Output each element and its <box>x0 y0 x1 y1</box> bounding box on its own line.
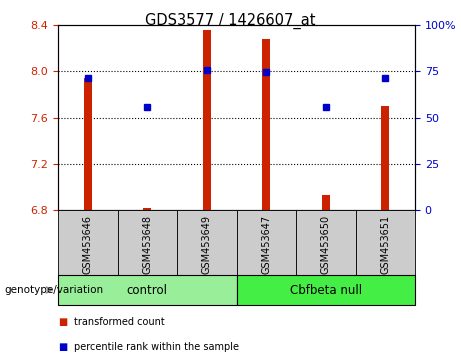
Text: ■: ■ <box>58 342 67 352</box>
Text: ■: ■ <box>58 317 67 327</box>
Text: GSM453647: GSM453647 <box>261 215 271 274</box>
Text: genotype/variation: genotype/variation <box>5 285 104 295</box>
Bar <box>355 210 415 275</box>
Bar <box>143 208 151 210</box>
Bar <box>381 106 389 210</box>
Bar <box>236 210 296 275</box>
Bar <box>58 210 118 275</box>
Bar <box>84 78 92 210</box>
Text: GSM453650: GSM453650 <box>321 215 331 274</box>
Bar <box>262 39 270 210</box>
Bar <box>118 210 177 275</box>
Text: transformed count: transformed count <box>74 317 165 327</box>
Bar <box>296 210 355 275</box>
Bar <box>58 275 236 305</box>
Text: GSM453646: GSM453646 <box>83 215 93 274</box>
Bar <box>203 30 211 210</box>
Text: Cbfbeta null: Cbfbeta null <box>290 284 362 297</box>
Text: GDS3577 / 1426607_at: GDS3577 / 1426607_at <box>145 12 316 29</box>
Bar <box>322 195 330 210</box>
Text: GSM453651: GSM453651 <box>380 215 390 274</box>
Bar <box>236 275 415 305</box>
Text: percentile rank within the sample: percentile rank within the sample <box>74 342 239 352</box>
Bar <box>177 210 236 275</box>
Text: GSM453648: GSM453648 <box>142 215 152 274</box>
Text: control: control <box>127 284 168 297</box>
Text: GSM453649: GSM453649 <box>202 215 212 274</box>
